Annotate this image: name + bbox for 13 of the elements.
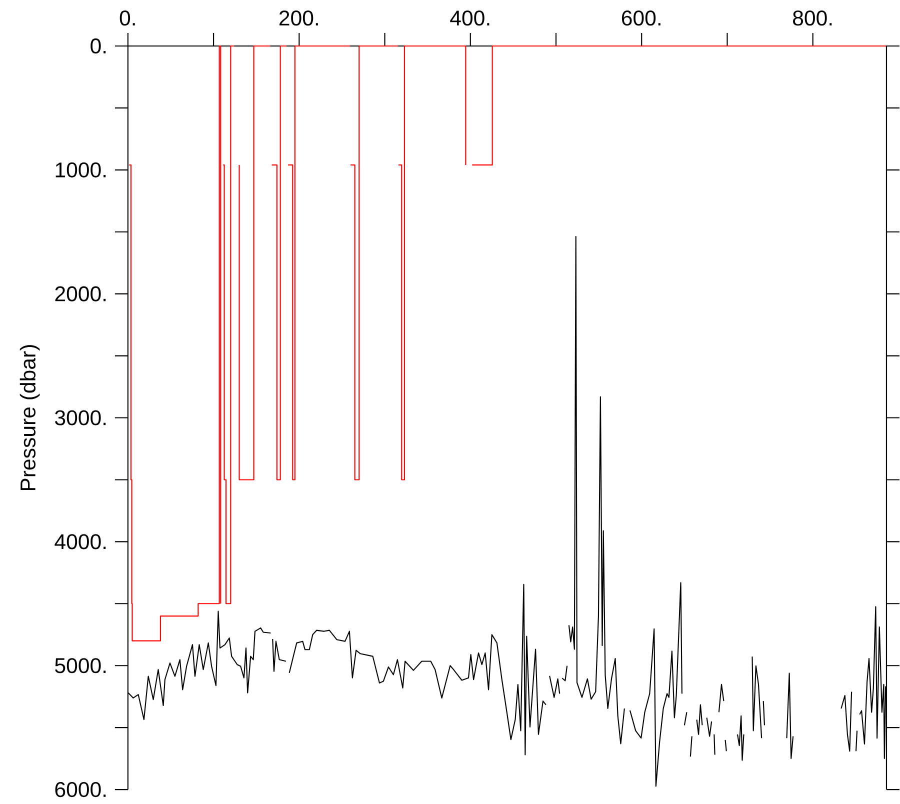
y-tick-label: 1000. (56, 162, 106, 178)
y-tick-label: 3000. (55, 410, 106, 426)
y-tick-label: 4000. (54, 534, 106, 550)
x-tick-label: 800. (793, 10, 832, 26)
x-tick-label: 200. (279, 10, 318, 26)
y-tick-label: 0. (90, 38, 106, 54)
x-tick-label: 600. (622, 10, 660, 26)
x-tick-label: 0. (120, 10, 135, 26)
y-tick-label: 5000. (55, 658, 106, 674)
y-tick-label: 6000. (55, 782, 106, 797)
x-tick-label: 400. (450, 10, 490, 26)
y-axis-title: Pressure (dbar) (20, 344, 40, 490)
y-tick-label: 2000. (55, 286, 106, 302)
